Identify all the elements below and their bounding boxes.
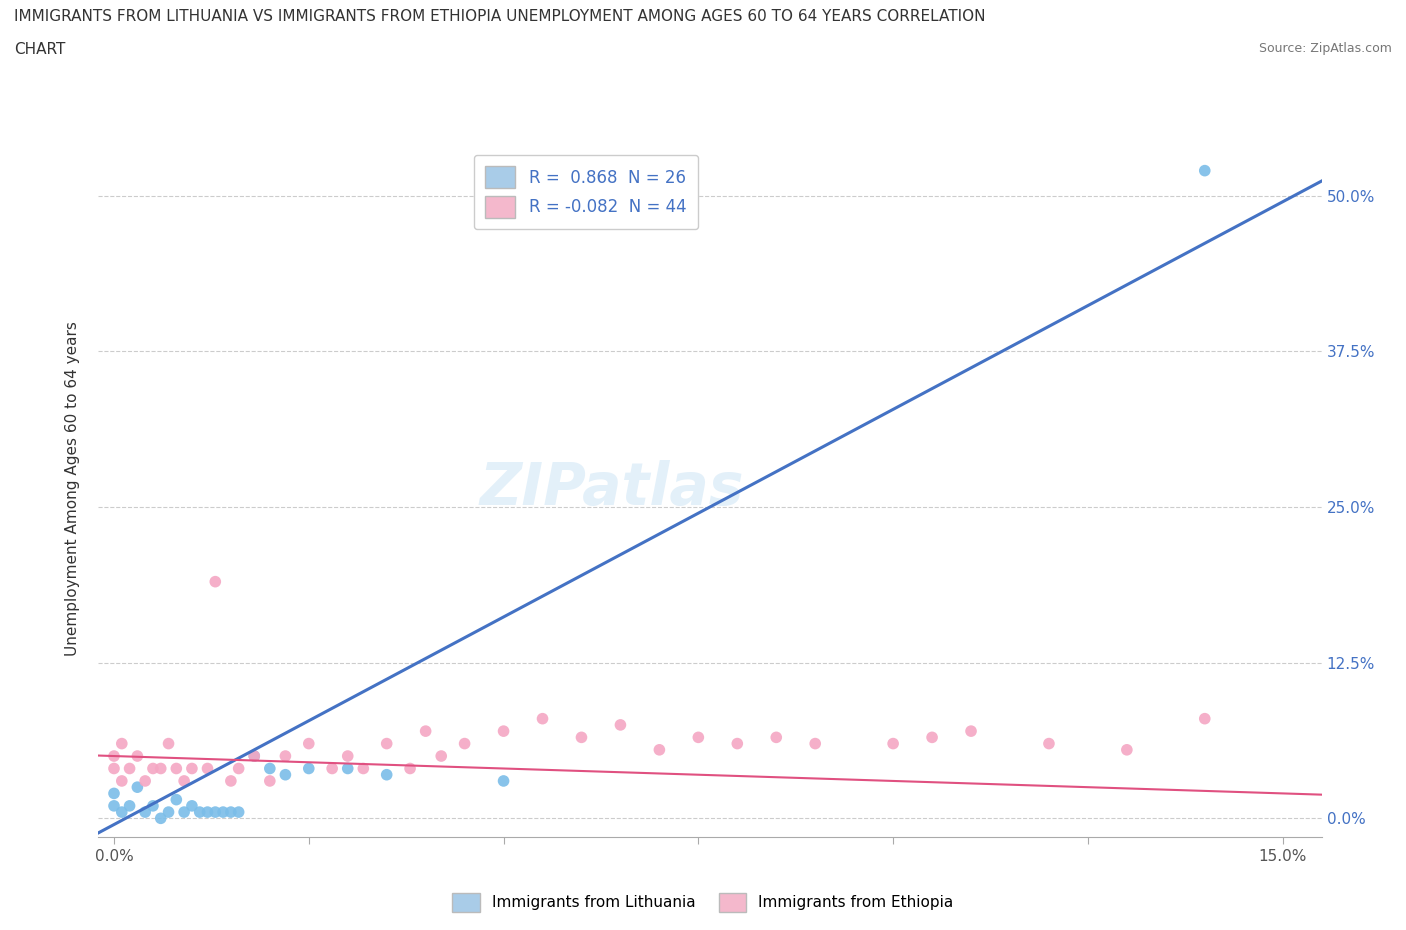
Point: [352, 761, 374, 776]
Point: [165, 792, 187, 807]
Point: [103, 799, 125, 814]
Point: [609, 717, 631, 732]
Point: [118, 761, 141, 776]
Point: [921, 730, 943, 745]
Point: [219, 804, 242, 819]
Point: [415, 724, 437, 738]
Point: [111, 737, 134, 751]
Point: [197, 761, 219, 776]
Point: [399, 761, 422, 776]
Point: [180, 799, 202, 814]
Point: [375, 737, 398, 751]
Point: [259, 761, 281, 776]
Point: [243, 749, 266, 764]
Point: [173, 804, 195, 819]
Point: [204, 804, 226, 819]
Point: [725, 737, 748, 751]
Point: [228, 804, 250, 819]
Point: [197, 804, 219, 819]
Text: IMMIGRANTS FROM LITHUANIA VS IMMIGRANTS FROM ETHIOPIA UNEMPLOYMENT AMONG AGES 60: IMMIGRANTS FROM LITHUANIA VS IMMIGRANTS …: [14, 9, 986, 24]
Point: [157, 804, 180, 819]
Point: [321, 761, 343, 776]
Point: [103, 761, 125, 776]
Point: [274, 767, 297, 782]
Point: [127, 779, 149, 794]
Point: [118, 799, 141, 814]
Point: [492, 724, 515, 738]
Point: [219, 774, 242, 789]
Point: [298, 737, 321, 751]
Point: [243, 749, 266, 764]
Point: [882, 737, 904, 751]
Point: [492, 774, 515, 789]
Point: [453, 737, 475, 751]
Text: CHART: CHART: [14, 42, 66, 57]
Y-axis label: Unemployment Among Ages 60 to 64 years: Unemployment Among Ages 60 to 64 years: [65, 321, 80, 656]
Point: [1115, 742, 1137, 757]
Point: [430, 749, 453, 764]
Point: [765, 730, 787, 745]
Point: [142, 799, 165, 814]
Point: [804, 737, 827, 751]
Point: [134, 774, 156, 789]
Point: [149, 811, 172, 826]
Point: [571, 730, 593, 745]
Point: [111, 774, 134, 789]
Point: [648, 742, 671, 757]
Point: [188, 804, 211, 819]
Legend: Immigrants from Lithuania, Immigrants from Ethiopia: Immigrants from Lithuania, Immigrants fr…: [446, 887, 960, 918]
Point: [165, 761, 187, 776]
Point: [157, 737, 180, 751]
Point: [1194, 163, 1216, 178]
Point: [274, 749, 297, 764]
Point: [336, 749, 359, 764]
Point: [960, 724, 983, 738]
Point: [134, 804, 156, 819]
Text: Source: ZipAtlas.com: Source: ZipAtlas.com: [1258, 42, 1392, 55]
Point: [212, 804, 235, 819]
Point: [228, 761, 250, 776]
Legend: R =  0.868  N = 26, R = -0.082  N = 44: R = 0.868 N = 26, R = -0.082 N = 44: [474, 154, 697, 230]
Point: [180, 761, 202, 776]
Point: [688, 730, 710, 745]
Point: [127, 749, 149, 764]
Point: [1194, 711, 1216, 726]
Point: [336, 761, 359, 776]
Point: [149, 761, 172, 776]
Point: [204, 574, 226, 589]
Point: [103, 786, 125, 801]
Point: [142, 761, 165, 776]
Point: [1038, 737, 1060, 751]
Point: [531, 711, 554, 726]
Point: [259, 774, 281, 789]
Point: [173, 774, 195, 789]
Point: [111, 804, 134, 819]
Text: ZIPatlas: ZIPatlas: [479, 459, 744, 517]
Point: [298, 761, 321, 776]
Point: [103, 749, 125, 764]
Point: [375, 767, 398, 782]
